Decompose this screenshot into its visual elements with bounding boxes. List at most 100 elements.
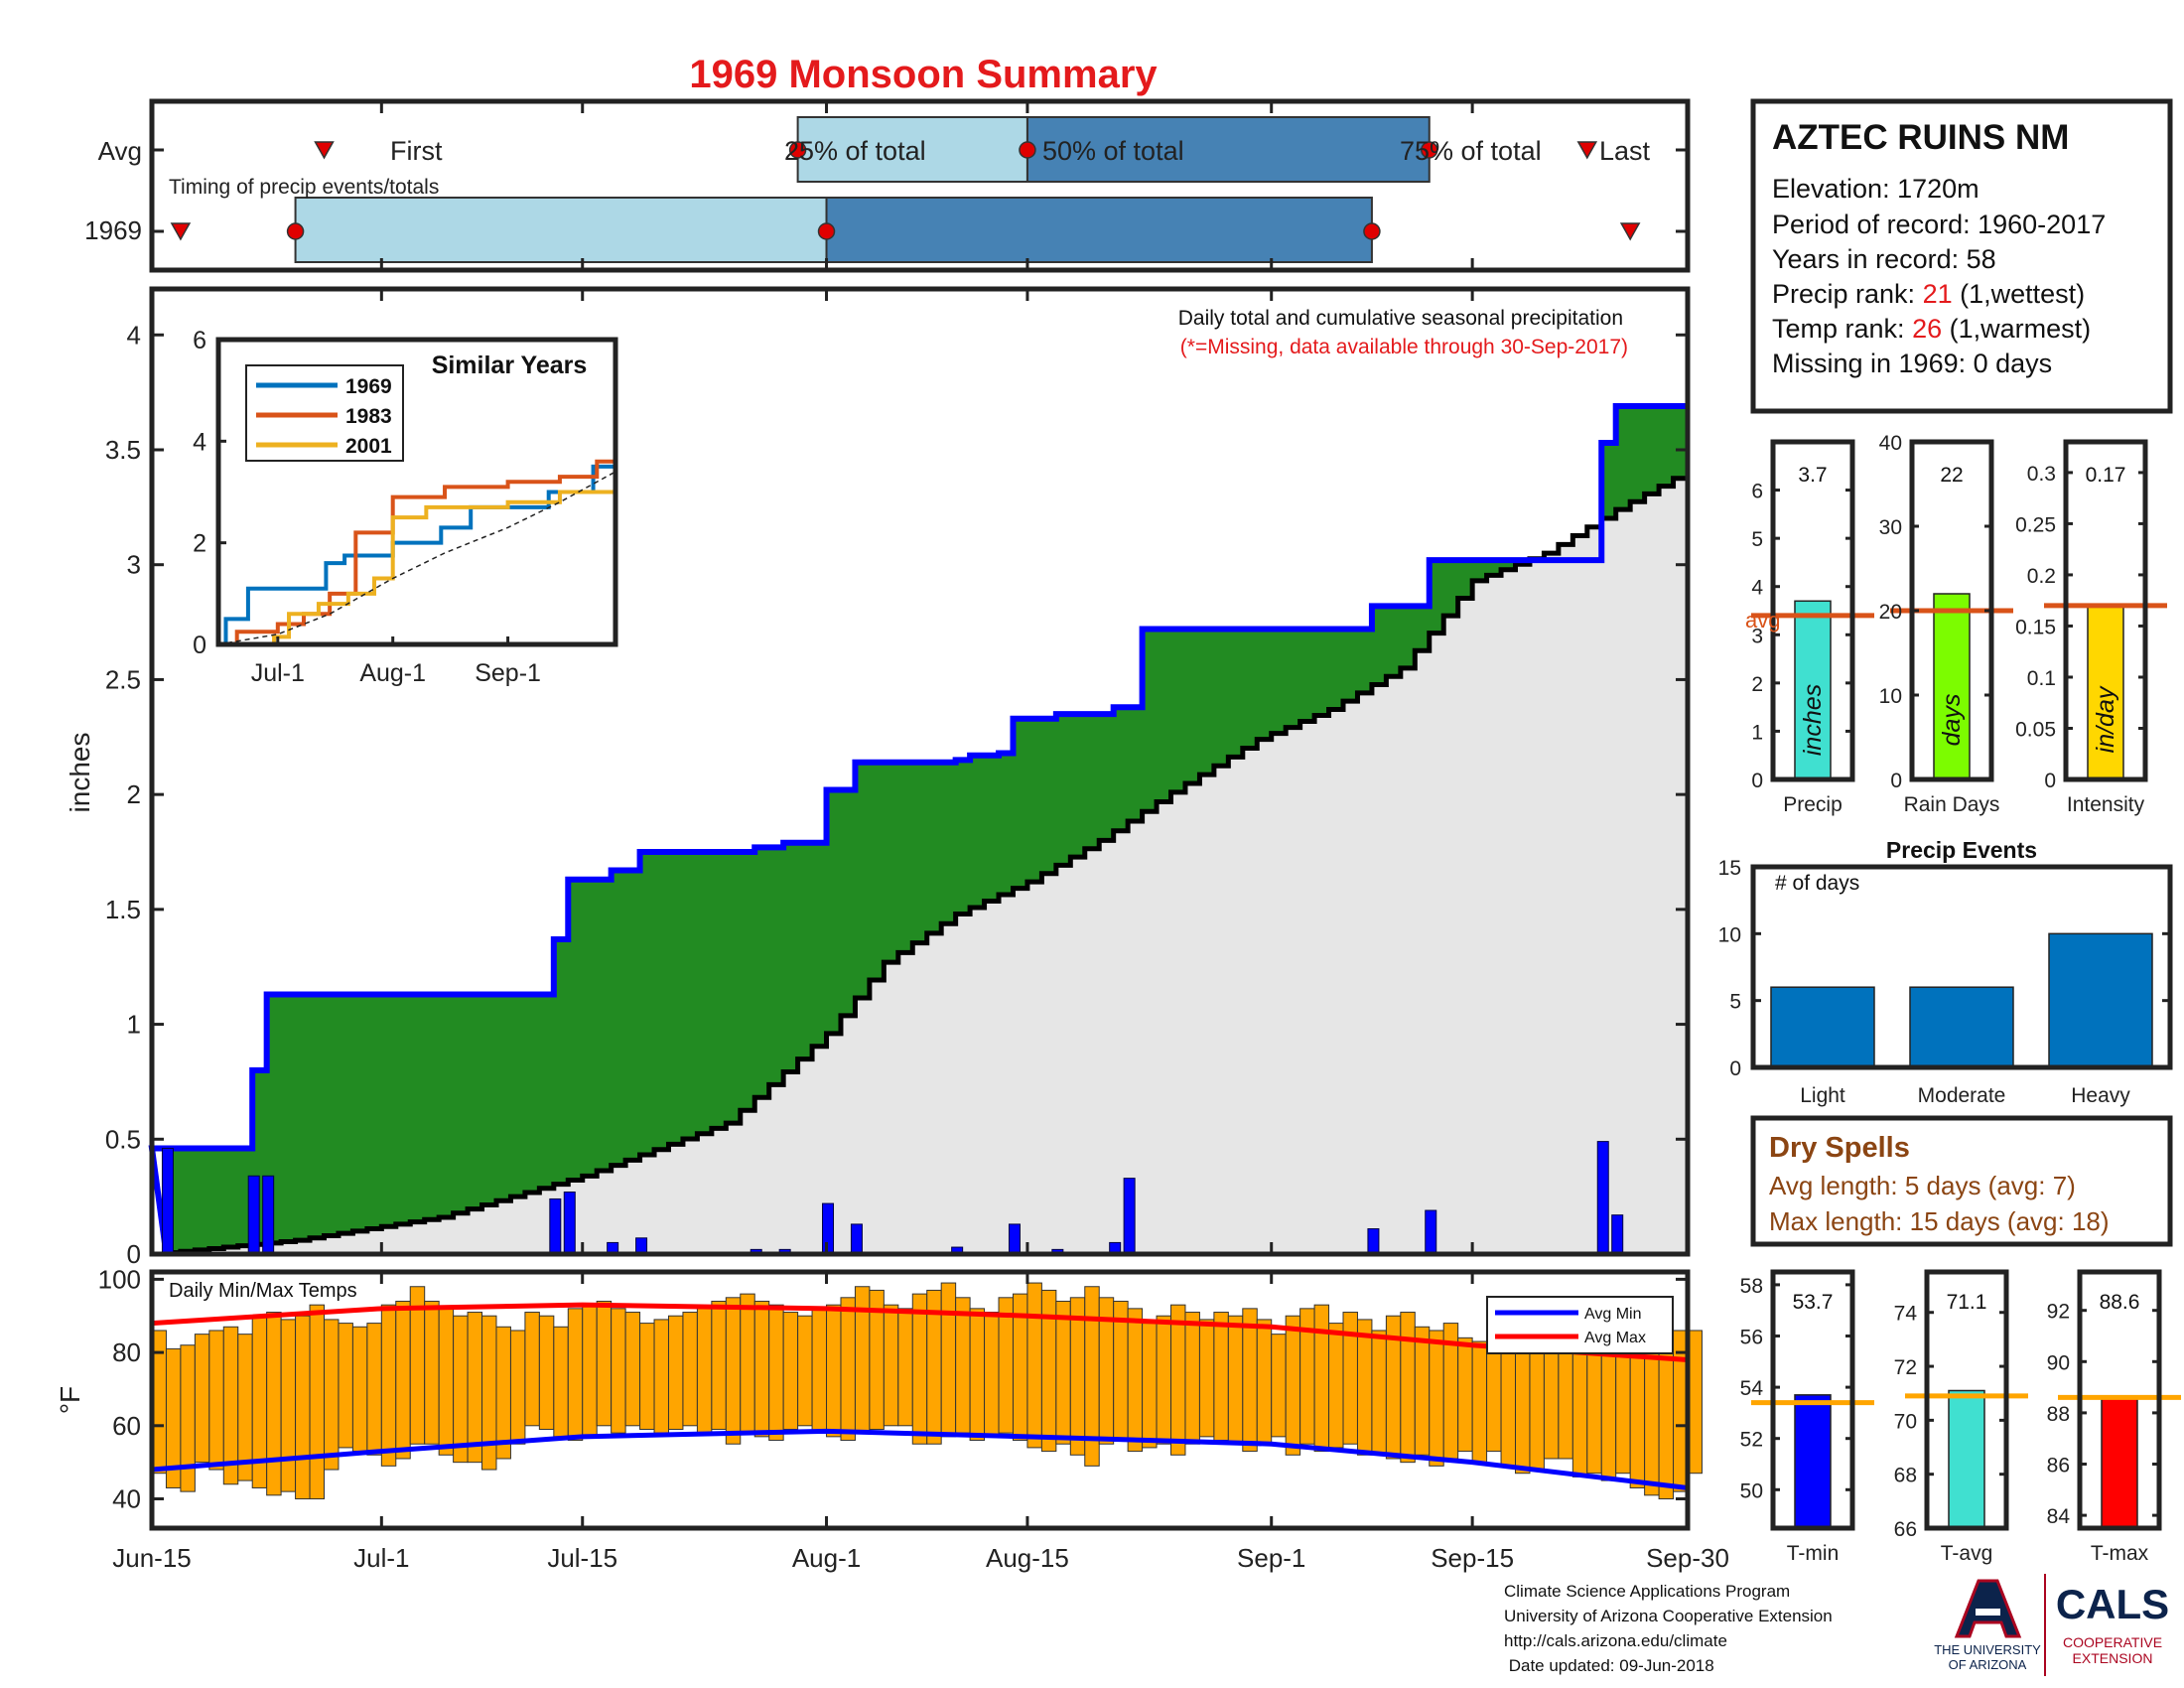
percentile-marker (817, 222, 836, 240)
event-bar (1770, 986, 1875, 1068)
x-tick-label: Jun-15 (112, 1543, 192, 1573)
summary-y-tick-label: 20 (1879, 601, 1902, 624)
logo-cals-line-1: COOPERATIVE (2063, 1634, 2162, 1650)
temp-ylabel: °F (55, 1386, 85, 1414)
summary-y-tick-label: 10 (1879, 685, 1902, 708)
daily-temp-bar (567, 1308, 584, 1442)
daily-precip-bar (563, 1192, 576, 1255)
footer-line-1: Climate Science Applications Program (1504, 1582, 1790, 1601)
daily-precip-bar (1596, 1141, 1609, 1255)
summary-y-tick-label: 50 (1740, 1479, 1763, 1502)
summary-frame (1770, 1269, 1855, 1531)
summary-frame (2063, 439, 2148, 782)
summary-y-tick-label: 74 (1894, 1303, 1918, 1326)
event-y-tick-label: 15 (1718, 857, 1741, 880)
daily-temp-bar (194, 1334, 210, 1464)
daily-temp-bar (639, 1323, 655, 1430)
daily-temp-bar (366, 1323, 382, 1456)
daily-temp-bar (753, 1300, 770, 1438)
summary-y-tick-label: 84 (2047, 1505, 2071, 1528)
summary-y-tick-label: 4 (1751, 577, 1763, 600)
station-precip-rank: Precip rank: 21 (1,wettest) (1772, 279, 2085, 309)
daily-precip-bar (262, 1175, 275, 1255)
cumulative-precip-line (148, 403, 1688, 1255)
daily-temp-bar (295, 1315, 311, 1500)
x-tick-label: Aug-1 (792, 1543, 861, 1573)
daily-precip-bar (1123, 1178, 1136, 1255)
daily-temp-bar (1586, 1344, 1602, 1475)
x-tick-label: Sep-1 (1237, 1543, 1305, 1573)
daily-temp-bar (1271, 1334, 1287, 1438)
timing-panel-label: Timing of precip events/totals (169, 176, 439, 199)
temp-y-tick-label: 80 (112, 1337, 141, 1367)
event-y-tick-label: 10 (1718, 923, 1741, 946)
daily-precip-bar (1008, 1223, 1021, 1255)
daily-temp-bar (1471, 1340, 1488, 1464)
daily-temp-bar (553, 1326, 569, 1438)
summary-value-label: 71.1 (1947, 1291, 1987, 1314)
inset-y-tick-label: 0 (193, 632, 206, 659)
dry-spells-avg: Avg length: 5 days (avg: 7) (1769, 1171, 2076, 1200)
y-tick-label: 4 (127, 320, 141, 350)
inset-x-tick-label: Sep-1 (475, 659, 541, 687)
inset-y-tick-label: 4 (193, 428, 206, 456)
precip-panel: Jun-15 Jul-1 Jul-15 Aug-1 Aug-15 Sep-1 Sep-15 S… (65, 286, 1729, 1573)
summary-y-tick-label: 88 (2047, 1403, 2070, 1426)
summary-y-tick-label: 0.3 (2027, 463, 2056, 486)
temp-rank-value: 26 (1912, 314, 1942, 344)
daily-temp-bar (1156, 1315, 1172, 1445)
summary-y-tick-label: 0.1 (2027, 667, 2056, 690)
x-tick-label: Aug-15 (986, 1543, 1069, 1573)
footer-line-2: University of Arizona Cooperative Extens… (1504, 1607, 1833, 1625)
precip-ylabel: inches (65, 733, 95, 813)
average-cumulative-line (152, 476, 1688, 1257)
daily-temp-bar (897, 1308, 913, 1427)
daily-temp-bar (1600, 1351, 1617, 1481)
daily-temp-bar (1213, 1312, 1229, 1442)
inset-x-tick-label: Jul-1 (251, 659, 305, 687)
temp-panel-label: Daily Min/Max Temps (169, 1280, 357, 1302)
summary-y-tick-label: 56 (1740, 1327, 1763, 1349)
year-50-75-band (825, 197, 1373, 263)
inset-x-tick-label: Aug-1 (359, 659, 426, 687)
daily-temp-bar (481, 1315, 497, 1471)
daily-temp-bar (1227, 1315, 1244, 1445)
event-category-label: Moderate (1918, 1084, 2006, 1107)
first-last-marker (1619, 222, 1641, 241)
summary-value-bar (2101, 1396, 2138, 1529)
daily-temp-bar (1429, 1330, 1444, 1467)
summary-value-bar (1794, 600, 1832, 780)
percentile-marker (1019, 141, 1036, 159)
summary-category-label: Rain Days (1904, 793, 2000, 816)
logo-ua-line-2: OF ARIZONA (1949, 1657, 2027, 1672)
daily-temp-bar (338, 1323, 353, 1449)
daily-temp-bar (351, 1326, 368, 1453)
daily-temp-bar (1184, 1312, 1200, 1445)
events-sublabel: # of days (1775, 872, 1859, 895)
percentile-marker (286, 222, 305, 240)
daily-temp-bar (1400, 1312, 1416, 1464)
daily-temp-bar (309, 1304, 325, 1500)
y-tick-label: 2 (127, 779, 141, 809)
precip-missing-note: (*=Missing, data available through 30-Se… (1180, 336, 1628, 358)
logo-ua-line-1: THE UNIVERSITY (1934, 1642, 2041, 1657)
daily-temp-bar (1629, 1347, 1646, 1488)
average-cumulative-area (152, 478, 1688, 1254)
inset-y-tick-label: 2 (193, 530, 206, 558)
x-tick-label: Jul-1 (353, 1543, 409, 1573)
daily-temp-bar (611, 1308, 626, 1434)
event-bar (2048, 932, 2153, 1068)
summary-avg-label: avg (1745, 608, 1780, 633)
station-period: Period of record: 1960-2017 (1772, 210, 2106, 239)
daily-temp-bar (1256, 1319, 1273, 1445)
similar-years-inset: 0 2 4 6 Jul-1 Aug-1 Sep-1 Similar Years 1969 1… (193, 327, 618, 687)
daily-temp-bar (395, 1300, 411, 1460)
y-tick-label: 1 (127, 1010, 141, 1040)
logo-cals: CALS (2056, 1581, 2169, 1627)
summary-unit-label: inches (1799, 684, 1827, 756)
timing-avg-row-label: Avg (98, 136, 142, 166)
daily-temp-bar (998, 1297, 1014, 1434)
y-tick-label: 1.5 (105, 895, 141, 924)
summary-value-label: 53.7 (1793, 1291, 1834, 1314)
